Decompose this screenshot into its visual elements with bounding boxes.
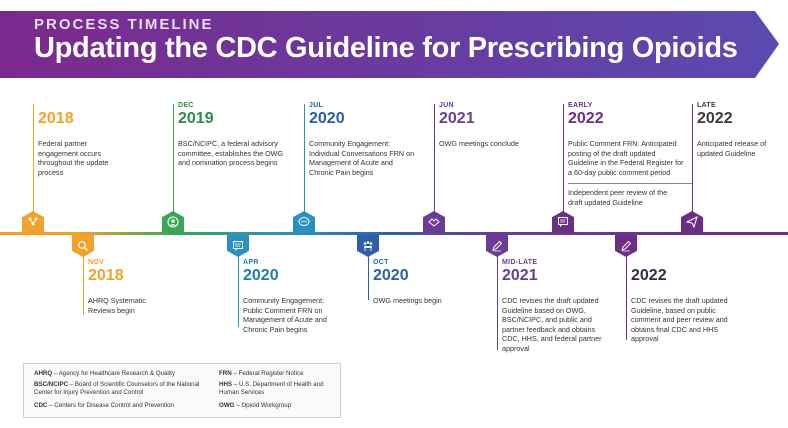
- legend-abbr: FRN: [219, 370, 232, 377]
- event-description: AHRQ Systematic Reviews begin: [88, 296, 146, 315]
- event-month: MID-LATE: [502, 259, 538, 266]
- legend-abbr: HHS: [219, 381, 233, 388]
- legend-item-cdc: CDC – Centers for Disease Control and Pr…: [34, 402, 204, 410]
- event-description: OWG meetings begin: [373, 296, 442, 305]
- event-month: JUL: [309, 102, 324, 109]
- connector-line: [497, 255, 498, 350]
- timeline-event-early-2022: EARLY 2022 Public Comment FRN: Anticipat…: [568, 101, 698, 207]
- event-divider: [568, 183, 692, 184]
- connector-line: [434, 104, 435, 222]
- event-month: [631, 258, 751, 267]
- event-year: 2018: [38, 110, 74, 127]
- event-description: Community Engagement: Public Comment FRN…: [243, 296, 327, 334]
- event-month: DEC: [178, 102, 194, 109]
- timeline-axis: [0, 232, 788, 235]
- event-description: OWG meetings conclude: [439, 139, 519, 148]
- event-description: Anticipated release of updated Guideline: [697, 139, 767, 158]
- timeline-event-apr-2020: APR 2020 Community Engagement: Public Co…: [243, 258, 363, 334]
- event-month: [38, 101, 158, 110]
- event-description: Federal partner engagement occurs throug…: [38, 139, 109, 177]
- handshake-icon: [423, 211, 445, 233]
- timeline-event-late-2022: LATE 2022 Anticipated release of updated…: [697, 101, 785, 158]
- connector-line: [304, 104, 305, 222]
- event-description: Public Comment FRN: Anticipated posting …: [568, 139, 684, 177]
- legend-item-owg: OWG – Opioid Workgroup: [219, 402, 334, 410]
- connector-line: [563, 104, 564, 222]
- timeline-event-mid-late-2021: MID-LATE 2021 CDC revises the draft upda…: [502, 258, 622, 353]
- event-description: BSC/NCIPC, a federal advisory committee,…: [178, 139, 284, 167]
- legend-abbr: BSC/NCIPC: [34, 381, 69, 388]
- pencil-icon: [486, 235, 508, 257]
- event-year: 2018: [88, 267, 124, 284]
- group-meeting-icon: [357, 235, 379, 257]
- event-description: CDC revises the draft updated Guideline …: [502, 296, 602, 353]
- event-month: EARLY: [568, 102, 593, 109]
- magnifier-icon: [72, 235, 94, 257]
- event-year: 2021: [439, 110, 475, 127]
- timeline-event-2022-final: 2022 CDC revises the draft updated Guide…: [631, 258, 751, 344]
- event-month: LATE: [697, 102, 716, 109]
- event-month: NOV: [88, 259, 105, 266]
- person-circle-icon: [162, 211, 184, 233]
- connector-line: [626, 255, 627, 340]
- legend-text: – U.S. Department of Health and Human Se…: [219, 381, 324, 396]
- legend-abbr: CDC: [34, 402, 48, 409]
- pencil-icon: [615, 235, 637, 257]
- event-year: 2019: [178, 110, 214, 127]
- event-description: Community Engagement: Individual Convers…: [309, 139, 415, 177]
- event-month: APR: [243, 259, 259, 266]
- banner-kicker: PROCESS TIMELINE: [34, 16, 214, 33]
- event-description: CDC revises the draft updated Guideline,…: [631, 296, 728, 343]
- legend-abbr: OWG: [219, 402, 235, 409]
- paper-plane-icon: [681, 211, 703, 233]
- connector-line: [173, 104, 174, 222]
- timeline-event-2018: 2018 Federal partner engagement occurs t…: [38, 101, 158, 177]
- event-month: OCT: [373, 259, 389, 266]
- event-year: 2020: [243, 267, 279, 284]
- legend-item-bsc-ncipc: BSC/NCIPC – Board of Scientific Counselo…: [34, 381, 204, 397]
- legend-abbr: AHRQ: [34, 370, 53, 377]
- event-year: 2022: [568, 110, 604, 127]
- event-year: 2021: [502, 267, 538, 284]
- connector-line: [33, 104, 34, 222]
- legend-text: – Agency for Healthcare Research & Quali…: [52, 370, 175, 377]
- event-month: JUN: [439, 102, 454, 109]
- connector-line: [692, 104, 693, 222]
- legend-text: – Centers for Disease Control and Preven…: [47, 402, 174, 409]
- timeline-event-jul-2020: JUL 2020 Community Engagement: Individua…: [309, 101, 429, 177]
- legend-text: – Board of Scientific Counselors of the …: [34, 381, 200, 396]
- page-title: Updating the CDC Guideline for Prescribi…: [34, 32, 738, 64]
- event-year: 2020: [309, 110, 345, 127]
- timeline-event-dec-2019: DEC 2019 BSC/NCIPC, a federal advisory c…: [178, 101, 298, 168]
- network-people-icon: [22, 211, 44, 233]
- abbreviation-legend: AHRQ – Agency for Healthcare Research & …: [23, 363, 341, 418]
- header-banner: [0, 11, 779, 78]
- legend-item-ahrq: AHRQ – Agency for Healthcare Research & …: [34, 370, 204, 378]
- comment-box-icon: [227, 235, 249, 257]
- event-description-secondary: Independent peer review of the draft upd…: [568, 188, 668, 207]
- event-year: 2022: [631, 267, 667, 284]
- timeline-event-nov-2018: NOV 2018 AHRQ Systematic Reviews begin: [88, 258, 208, 315]
- legend-item-frn: FRN – Federal Register Notice: [219, 370, 334, 378]
- legend-text: – Opioid Workgroup: [234, 402, 292, 409]
- connector-line: [83, 255, 84, 315]
- timeline-event-oct-2020: OCT 2020 OWG meetings begin: [373, 258, 493, 306]
- event-year: 2020: [373, 267, 409, 284]
- speech-bubble-icon: [293, 211, 315, 233]
- legend-item-hhs: HHS – U.S. Department of Health and Huma…: [219, 381, 334, 397]
- legend-text: – Federal Register Notice: [231, 370, 304, 377]
- connector-line: [238, 255, 239, 327]
- timeline-event-jun-2021: JUN 2021 OWG meetings conclude: [439, 101, 559, 149]
- event-year: 2022: [697, 110, 733, 127]
- connector-line: [368, 255, 369, 300]
- comment-box-icon: [552, 211, 574, 233]
